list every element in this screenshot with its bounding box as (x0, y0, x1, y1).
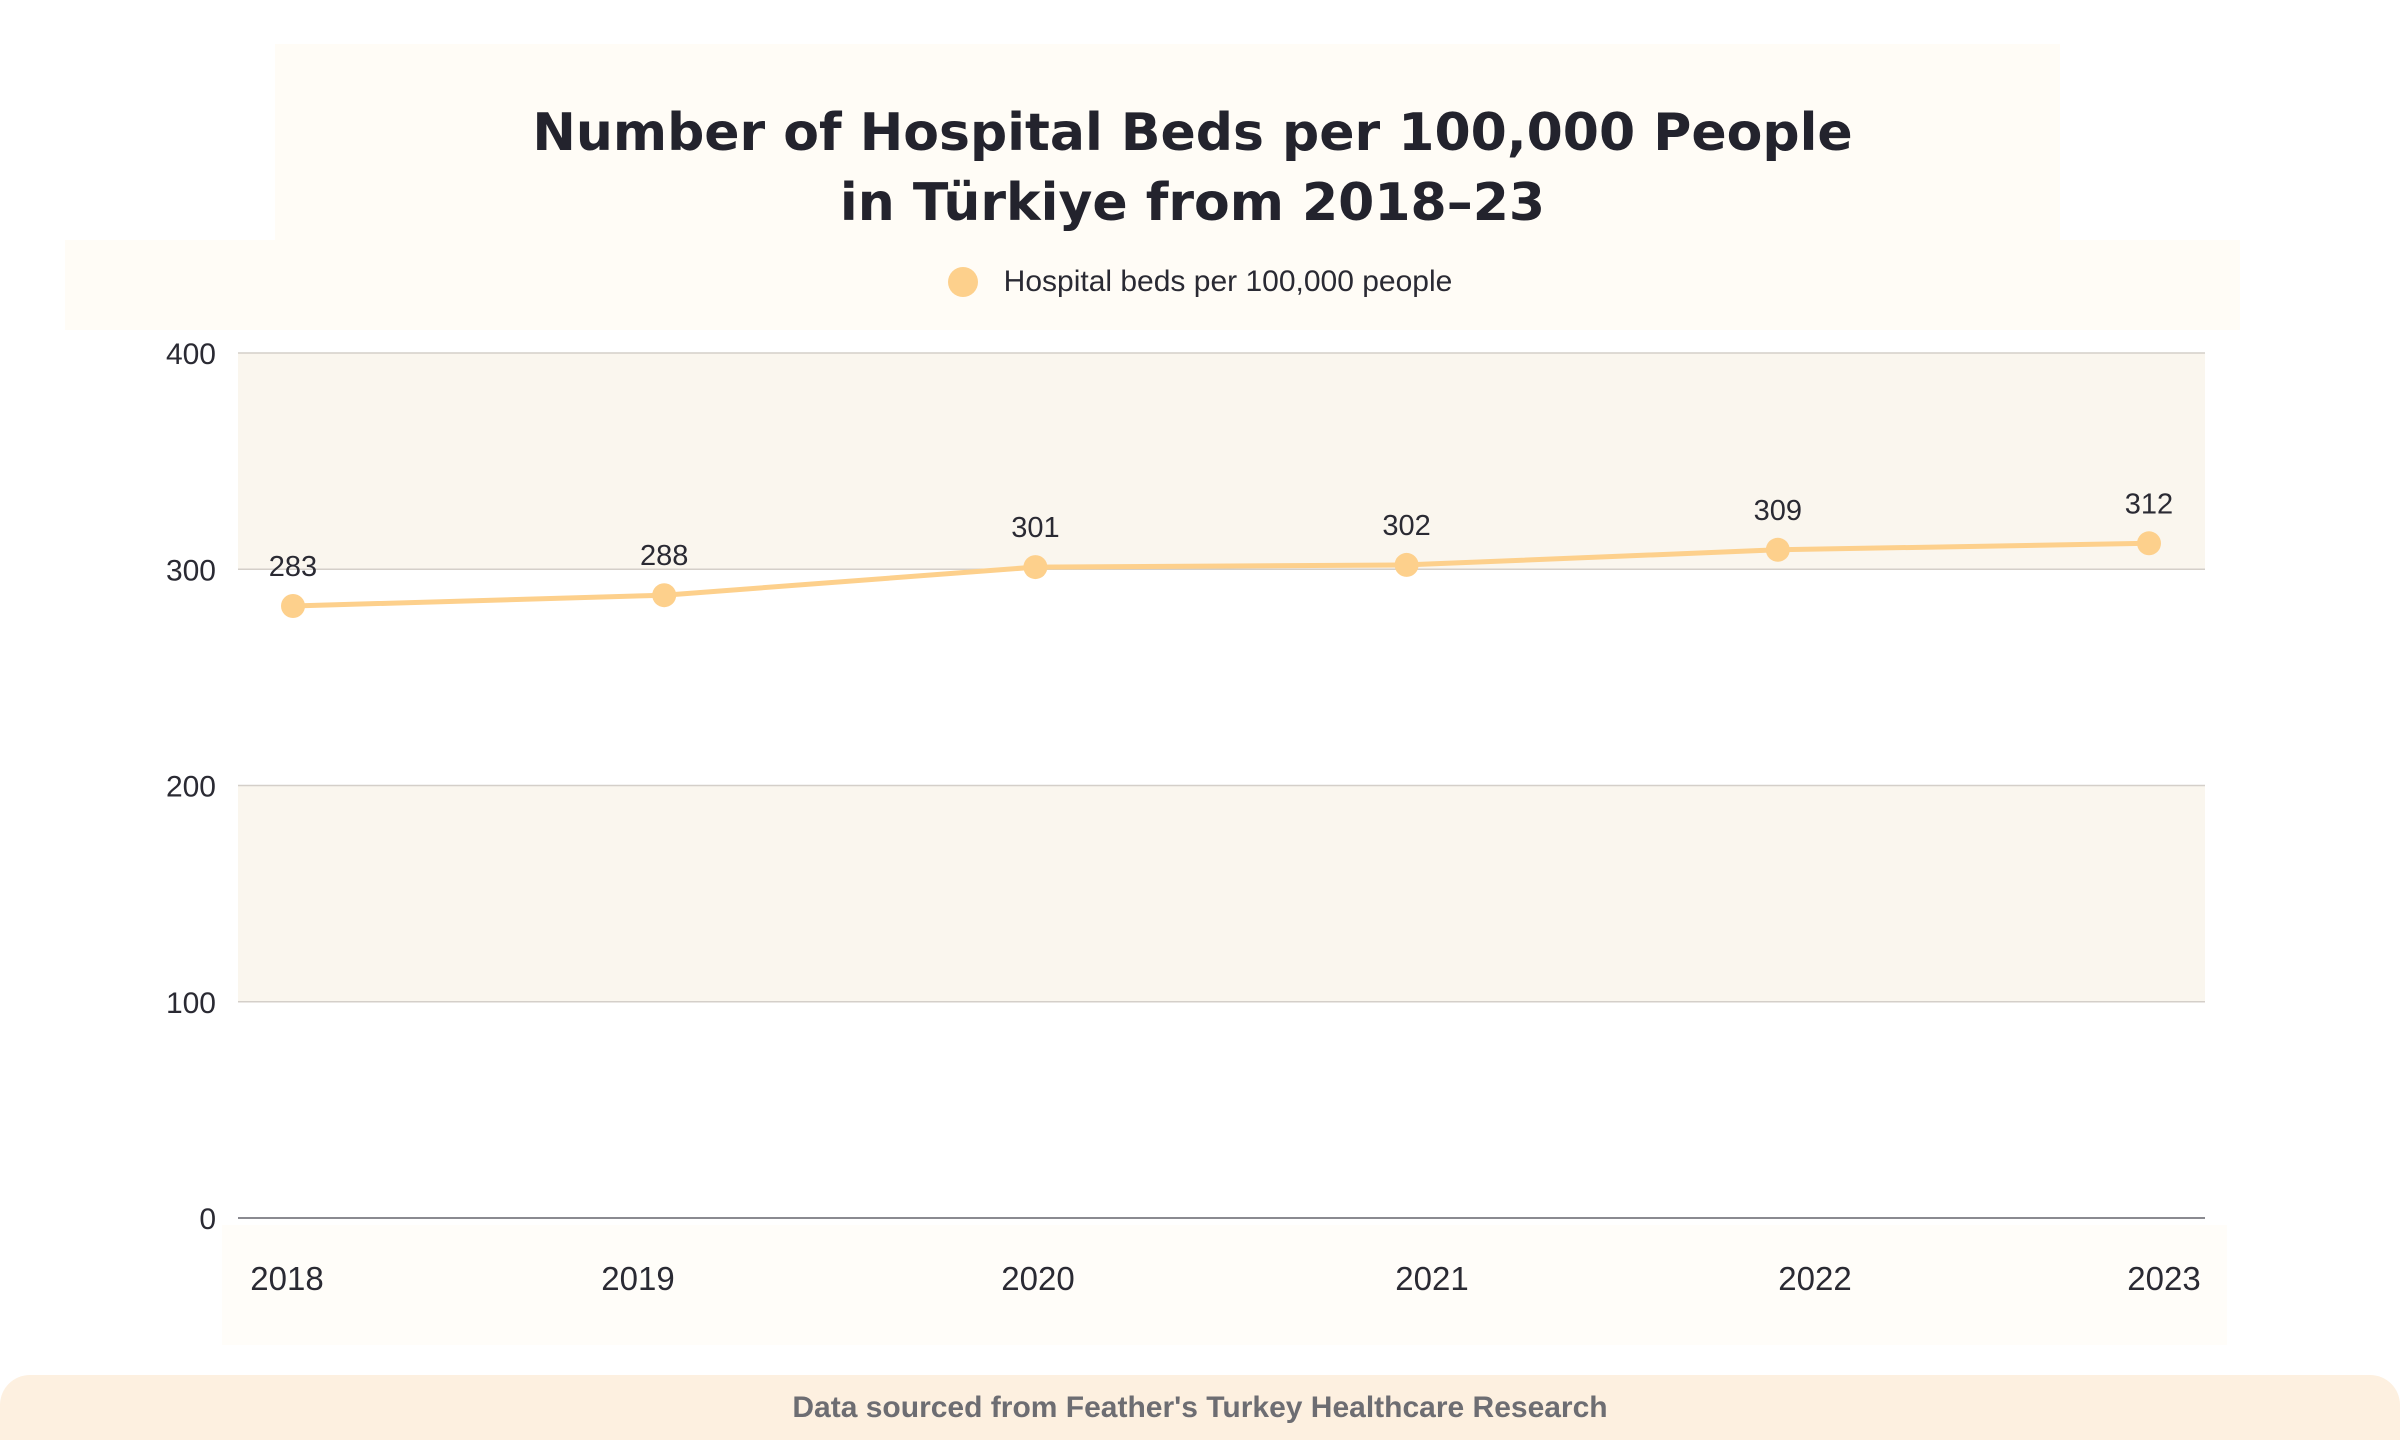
x-tick-label: 2022 (1778, 1260, 1851, 1297)
line-chart-plot: 0 100 200 300 400 2018 2019 2020 2021 2022 2023 2… (166, 338, 2205, 1297)
plot-band (238, 785, 2205, 1002)
data-point (652, 583, 677, 608)
x-axis-background (222, 1225, 2227, 1345)
gridlines (238, 352, 2205, 1219)
y-tick-label: 400 (166, 338, 216, 371)
data-point (2137, 531, 2161, 556)
x-axis-ticks: 2018 2019 2020 2021 2022 2023 (250, 1260, 2200, 1297)
title-background (275, 44, 2060, 244)
source-text: Data sourced from Feather's Turkey Healt… (792, 1390, 1608, 1424)
chart-title-line-1: Number of Hospital Beds per 100,000 Peop… (532, 103, 1853, 163)
series-line (290, 540, 2152, 609)
y-tick-label: 300 (166, 554, 216, 587)
data-label: 309 (1754, 495, 1802, 527)
data-label: 312 (2125, 488, 2173, 520)
data-label: 288 (640, 540, 688, 572)
x-tick-label: 2020 (1001, 1260, 1074, 1297)
chart-title-line-2: in Türkiye from 2018–23 (839, 173, 1546, 233)
legend-label: Hospital beds per 100,000 people (1003, 265, 1453, 298)
x-tick-label: 2018 (250, 1260, 323, 1297)
data-point (1394, 552, 1419, 577)
data-point (281, 594, 305, 619)
data-point (1765, 537, 1790, 562)
source-footer: Data sourced from Feather's Turkey Healt… (0, 1375, 2400, 1440)
plot-bands (238, 353, 2205, 1002)
legend: Hospital beds per 100,000 people (0, 265, 2400, 299)
series-hospital-beds: 283 288 301 302 309 312 (269, 488, 2173, 619)
y-axis-ticks: 0 100 200 300 400 (166, 338, 216, 1236)
y-tick-label: 0 (199, 1203, 216, 1236)
plot-band (238, 353, 2205, 570)
x-tick-label: 2023 (2127, 1260, 2200, 1297)
legend-background (65, 240, 2240, 330)
data-label: 301 (1011, 512, 1059, 544)
y-tick-label: 200 (166, 771, 216, 804)
chart-title: Number of Hospital Beds per 100,000 Peop… (300, 98, 2085, 238)
data-label: 302 (1382, 510, 1430, 542)
x-tick-label: 2021 (1395, 1260, 1468, 1297)
x-tick-label: 2019 (601, 1260, 674, 1297)
data-label: 283 (269, 551, 317, 583)
legend-marker-icon (947, 267, 978, 297)
y-tick-label: 100 (166, 987, 216, 1020)
data-point (1023, 555, 1048, 580)
